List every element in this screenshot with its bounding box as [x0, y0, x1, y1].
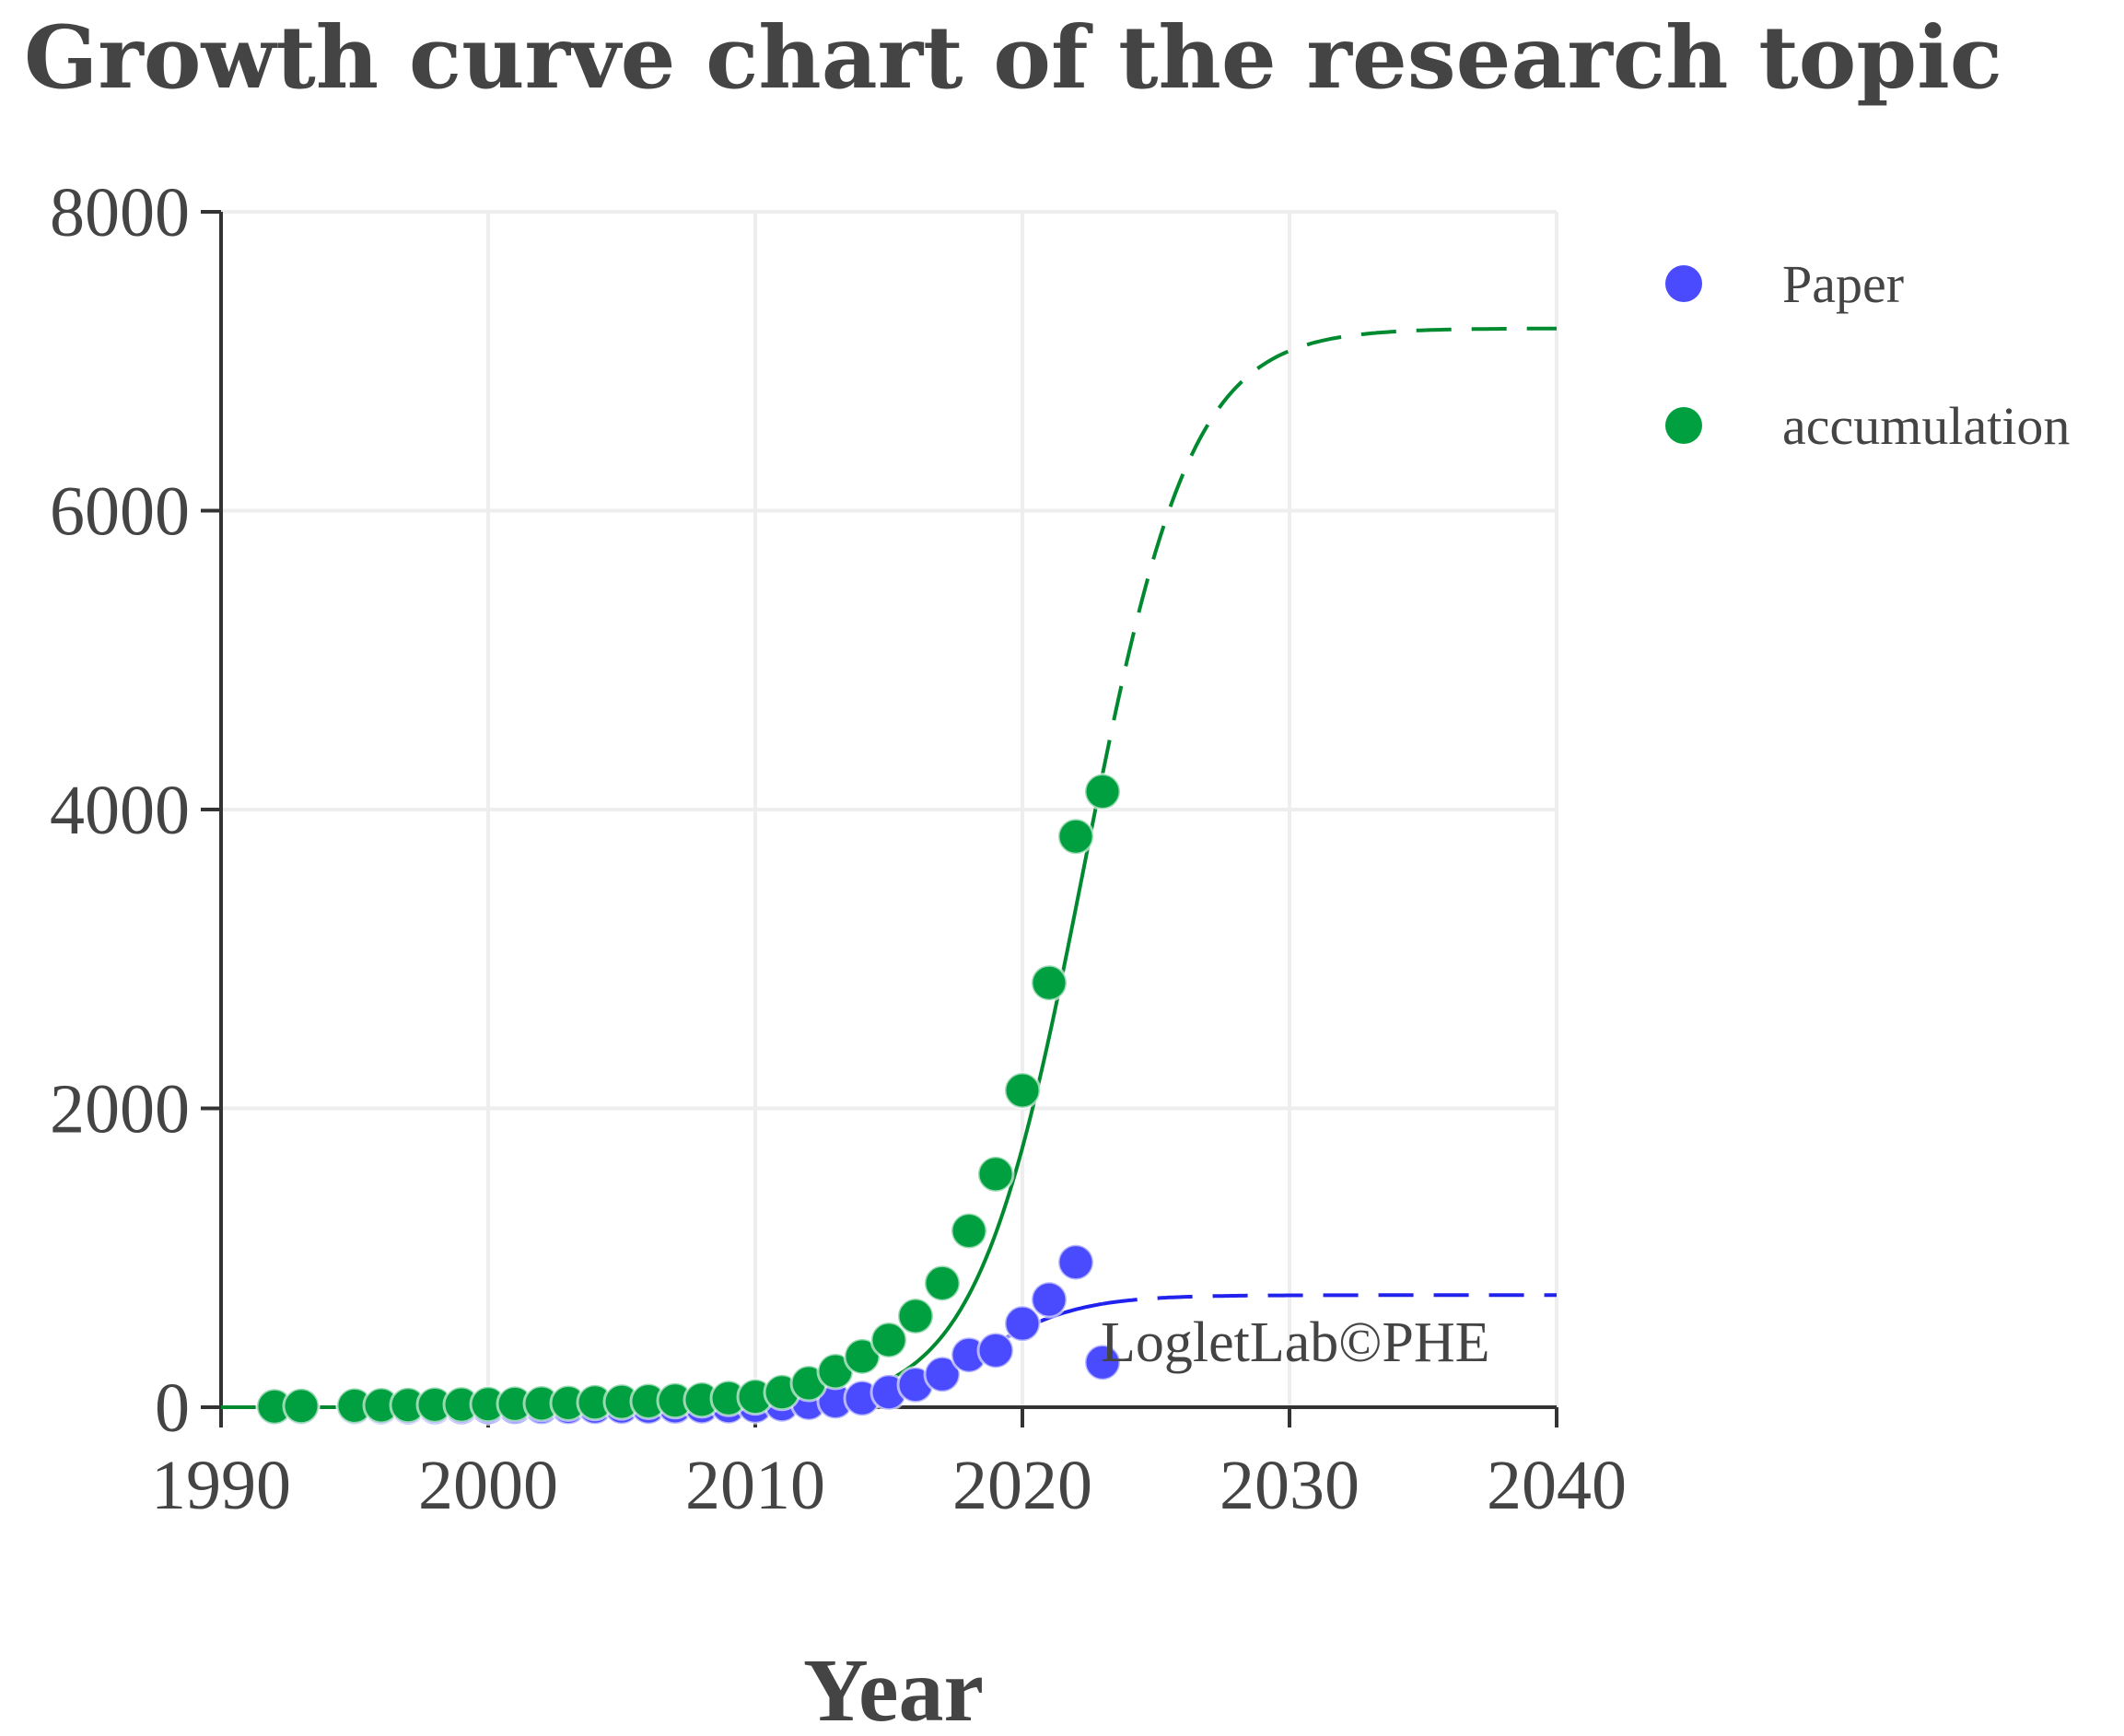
y-tick-label: 4000	[50, 772, 190, 849]
data-point-accumulation	[1083, 773, 1122, 811]
y-tick-label: 6000	[50, 473, 190, 551]
legend-label-accumulation[interactable]: accumulation	[1782, 396, 2070, 456]
x-tick-label: 2040	[1487, 1447, 1627, 1524]
data-point-accumulation	[1030, 963, 1068, 1002]
legend-marker-accumulation[interactable]	[1665, 407, 1702, 444]
data-point-accumulation	[1056, 817, 1095, 856]
legend[interactable]: Paper accumulation	[1665, 254, 2070, 456]
data-point-paper	[1083, 1343, 1122, 1381]
fit-curves	[221, 326, 1557, 1409]
data-point-accumulation	[896, 1297, 935, 1335]
x-tick-label: 2000	[418, 1447, 558, 1524]
fit-curve-accumulation-dashed	[1101, 326, 1557, 775]
x-tick-label: 2030	[1220, 1447, 1360, 1524]
data-point-accumulation	[282, 1387, 321, 1426]
watermark-text: LogletLab©PHE	[1101, 1311, 1489, 1374]
x-axis-title: Year	[803, 1641, 984, 1736]
data-point-paper	[1030, 1280, 1068, 1319]
data-point-accumulation	[976, 1155, 1015, 1194]
x-tick-label: 2020	[952, 1447, 1092, 1524]
y-tick-label: 0	[155, 1369, 190, 1447]
data-point-accumulation	[950, 1212, 988, 1251]
y-tick-label: 8000	[50, 174, 190, 251]
data-point-paper	[1003, 1304, 1042, 1343]
grid	[221, 210, 1558, 1407]
data-point-paper	[1056, 1243, 1095, 1282]
data-point-paper	[923, 1355, 962, 1393]
data-point-accumulation	[923, 1264, 962, 1302]
data-points	[255, 773, 1122, 1427]
legend-marker-paper[interactable]	[1665, 265, 1702, 302]
x-tick-label: 2010	[685, 1447, 825, 1524]
data-point-accumulation	[869, 1321, 908, 1359]
data-point-accumulation	[1003, 1071, 1042, 1110]
fit-curve-accumulation-solid	[221, 774, 1104, 1409]
data-point-paper	[976, 1331, 1015, 1369]
y-tick-label: 2000	[50, 1071, 190, 1148]
x-tick-label: 1990	[151, 1447, 291, 1524]
chart-title: Growth curve chart of the research topic	[23, 7, 2003, 109]
fit-curve-paper-dashed	[1102, 1293, 1557, 1306]
legend-label-paper[interactable]: Paper	[1782, 254, 1904, 314]
